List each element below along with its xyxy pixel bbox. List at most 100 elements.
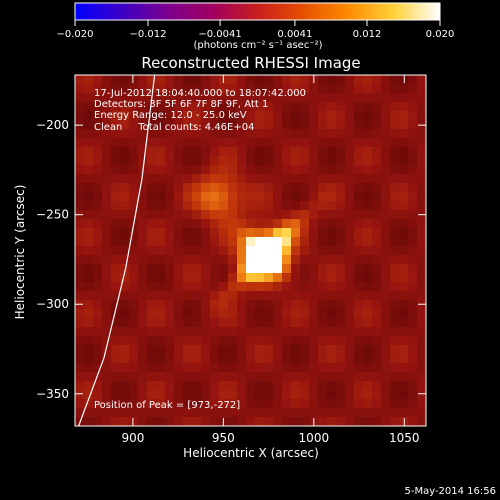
- heatmap-cell: [147, 75, 157, 85]
- heatmap-cell: [129, 237, 139, 247]
- heatmap-cell: [327, 165, 337, 175]
- heatmap-cell: [318, 111, 328, 121]
- heatmap-cell: [327, 381, 337, 391]
- heatmap-cell: [327, 273, 337, 283]
- heatmap-cell: [273, 147, 283, 157]
- heatmap-cell: [390, 228, 400, 238]
- heatmap-cell: [201, 120, 211, 130]
- heatmap-cell: [408, 264, 418, 274]
- heatmap-cell: [147, 102, 157, 112]
- heatmap-cell: [183, 327, 193, 337]
- heatmap-cell: [228, 111, 238, 121]
- heatmap-cell: [372, 201, 382, 211]
- heatmap-cell: [138, 237, 148, 247]
- heatmap-cell: [363, 327, 373, 337]
- heatmap-cell: [183, 93, 193, 103]
- heatmap-cell: [138, 102, 148, 112]
- heatmap-cell: [399, 300, 409, 310]
- heatmap-cell: [390, 354, 400, 364]
- heatmap-cell: [138, 120, 148, 130]
- heatmap-cell: [75, 345, 85, 355]
- heatmap-cell: [273, 156, 283, 166]
- heatmap-cell: [354, 183, 364, 193]
- heatmap-cell: [192, 120, 202, 130]
- heatmap-cell: [165, 363, 175, 373]
- heatmap-cell: [174, 399, 184, 409]
- heatmap-cell: [282, 417, 292, 426]
- heatmap-cell: [345, 93, 355, 103]
- heatmap-cell: [219, 84, 229, 94]
- heatmap-cell: [345, 372, 355, 382]
- heatmap-cell: [165, 381, 175, 391]
- heatmap-cell: [381, 300, 391, 310]
- heatmap-cell: [318, 120, 328, 130]
- heatmap-cell: [318, 318, 328, 328]
- heatmap-cell: [129, 354, 139, 364]
- heatmap-cell: [210, 210, 220, 220]
- heatmap-cell: [354, 345, 364, 355]
- heatmap-cell: [75, 183, 85, 193]
- heatmap-cell: [291, 129, 301, 139]
- heatmap-cell: [363, 363, 373, 373]
- heatmap-cell: [345, 327, 355, 337]
- heatmap-cell: [156, 228, 166, 238]
- heatmap-cell: [399, 156, 409, 166]
- colorbar-tick-label: 0.020: [426, 29, 455, 40]
- heatmap-cell: [399, 354, 409, 364]
- heatmap-cell: [300, 228, 310, 238]
- heatmap-cell: [201, 228, 211, 238]
- heatmap-cell: [264, 246, 274, 256]
- heatmap-cell: [192, 300, 202, 310]
- colorbar-tick-label: −0.020: [56, 29, 93, 40]
- heatmap-cell: [309, 165, 319, 175]
- heatmap-cell: [228, 417, 238, 426]
- heatmap-cell: [237, 327, 247, 337]
- heatmap-cell: [183, 147, 193, 157]
- heatmap-cell: [147, 120, 157, 130]
- heatmap-cell: [147, 309, 157, 319]
- heatmap-cell: [318, 255, 328, 265]
- heatmap-cell: [84, 237, 94, 247]
- heatmap-cell: [138, 138, 148, 148]
- heatmap-cell: [282, 255, 292, 265]
- heatmap-cell: [228, 390, 238, 400]
- heatmap-cell: [210, 381, 220, 391]
- heatmap-cell: [255, 264, 265, 274]
- heatmap-cell: [264, 381, 274, 391]
- heatmap-cell: [372, 219, 382, 229]
- heatmap-cell: [138, 327, 148, 337]
- heatmap-cell: [291, 219, 301, 229]
- heatmap-cell: [219, 165, 229, 175]
- heatmap-cell: [174, 363, 184, 373]
- heatmap-cell: [282, 372, 292, 382]
- heatmap-cell: [165, 111, 175, 121]
- heatmap-cell: [93, 327, 103, 337]
- heatmap-cell: [390, 300, 400, 310]
- heatmap-cell: [381, 273, 391, 283]
- heatmap-cell: [183, 318, 193, 328]
- heatmap-cell: [102, 399, 112, 409]
- heatmap-cell: [291, 390, 301, 400]
- heatmap-cell: [255, 381, 265, 391]
- heatmap-cell: [174, 345, 184, 355]
- heatmap-cell: [399, 381, 409, 391]
- heatmap-cell: [291, 84, 301, 94]
- heatmap-cell: [273, 336, 283, 346]
- heatmap-cell: [147, 84, 157, 94]
- heatmap-cell: [300, 309, 310, 319]
- heatmap-cell: [192, 129, 202, 139]
- heatmap-cell: [336, 417, 346, 426]
- heatmap-cell: [300, 336, 310, 346]
- heatmap-cell: [120, 345, 130, 355]
- heatmap-cell: [129, 201, 139, 211]
- heatmap-cell: [327, 237, 337, 247]
- heatmap-cell: [111, 138, 121, 148]
- heatmap-cell: [228, 219, 238, 229]
- heatmap-cell: [228, 201, 238, 211]
- heatmap-cell: [84, 363, 94, 373]
- heatmap-cell: [354, 300, 364, 310]
- heatmap-cell: [147, 291, 157, 301]
- heatmap-cell: [399, 147, 409, 157]
- heatmap-cell: [228, 156, 238, 166]
- heatmap-cell: [336, 246, 346, 256]
